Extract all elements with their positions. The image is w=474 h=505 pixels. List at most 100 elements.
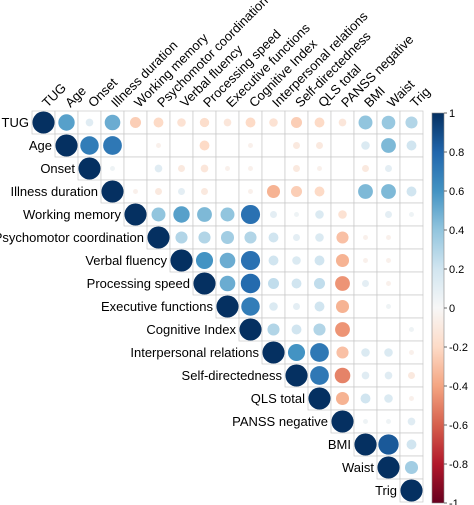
correlation-circle-9-12 (313, 323, 326, 336)
correlation-circle-2-2 (78, 157, 101, 180)
correlation-circle-2-14 (362, 165, 369, 172)
correlation-circle-5-13 (336, 231, 349, 244)
correlation-circle-0-0 (32, 111, 55, 134)
correlation-circle-3-7 (201, 188, 208, 195)
row-label-16: Trig (375, 483, 397, 498)
correlation-circle-2-7 (200, 164, 209, 173)
correlation-circle-11-12 (310, 366, 329, 385)
correlation-circle-6-13 (335, 253, 350, 268)
color-legend: -1 -0.8 -0.6 -0.4 -0.2 0 0.2 0.4 0.6 0.8 1 (431, 108, 468, 505)
correlation-circle-1-11 (293, 142, 300, 149)
row-label-2: Onset (40, 161, 75, 176)
correlation-circle-15-16 (404, 460, 419, 475)
row-label-7: Processing speed (87, 276, 190, 291)
correlation-circle-0-15 (381, 115, 396, 130)
correlation-circle-5-12 (315, 233, 324, 242)
correlation-circle-6-8 (219, 252, 236, 269)
legend-tick-label-7: 0.4 (449, 225, 464, 237)
correlation-circle-10-12 (310, 343, 329, 362)
correlation-circle-10-16 (409, 350, 414, 355)
correlation-circle-8-12 (314, 301, 325, 312)
correlation-circle-0-13 (338, 118, 347, 127)
matrix-cell (261, 156, 286, 181)
matrix-cell (261, 133, 286, 158)
row-label-10: Interpersonal relations (130, 345, 259, 360)
correlation-circle-5-10 (268, 232, 279, 243)
row-label-14: BMI (328, 437, 351, 452)
correlation-circle-13-13 (331, 410, 354, 433)
column-label-0: TUG (39, 80, 69, 110)
correlation-circle-9-11 (291, 324, 302, 335)
correlation-circle-0-7 (199, 117, 210, 128)
correlation-circle-2-8 (225, 166, 230, 171)
correlation-circle-10-10 (262, 341, 285, 364)
row-label-9: Cognitive Index (146, 322, 236, 337)
correlation-circle-3-5 (155, 188, 162, 195)
matrix-cell (330, 133, 355, 158)
correlation-circle-2-6 (178, 165, 185, 172)
correlation-circle-0-11 (290, 116, 303, 129)
correlation-circle-4-16 (409, 212, 414, 217)
correlation-circle-11-11 (285, 364, 308, 387)
row-label-11: Self-directedness (182, 368, 283, 383)
legend-tick-label-5: 0 (449, 303, 455, 315)
legend-tick-label-0: -1 (449, 498, 459, 505)
legend-tick-label-9: 0.8 (449, 147, 464, 159)
correlation-circle-3-12 (314, 186, 325, 197)
correlation-circle-3-9 (248, 189, 253, 194)
correlation-circle-1-16 (406, 140, 417, 151)
correlation-circle-10-13 (336, 346, 349, 359)
correlation-circle-0-10 (269, 118, 278, 127)
correlation-circle-7-9 (240, 273, 261, 294)
correlation-circle-14-14 (354, 433, 377, 456)
correlation-circle-7-14 (362, 280, 369, 287)
matrix-cell (399, 294, 424, 319)
matrix-cell (353, 202, 378, 227)
row-label-6: Verbal fluency (85, 253, 167, 268)
correlation-circle-12-12 (308, 387, 331, 410)
correlation-circle-4-9 (240, 204, 261, 225)
correlation-circle-7-15 (386, 281, 391, 286)
correlation-circle-3-10 (266, 184, 281, 199)
correlation-circle-2-11 (293, 165, 300, 172)
correlation-circle-5-7 (198, 231, 211, 244)
correlation-circle-9-9 (239, 318, 262, 341)
correlation-circle-3-6 (178, 188, 185, 195)
correlation-circle-5-8 (220, 230, 235, 245)
correlation-circle-13-16 (407, 417, 416, 426)
correlation-circle-12-13 (335, 391, 350, 406)
legend-tick-label-8: 0.6 (449, 186, 464, 198)
correlation-circle-8-15 (386, 304, 391, 309)
correlation-circle-11-14 (361, 371, 370, 380)
row-label-8: Executive functions (101, 299, 214, 314)
correlation-circle-6-7 (195, 251, 214, 270)
matrix-cell (215, 133, 240, 158)
correlation-circle-7-8 (219, 275, 236, 292)
color-legend-bar (431, 112, 445, 504)
matrix-cell (169, 133, 194, 158)
correlation-circle-8-8 (216, 295, 239, 318)
correlation-circle-3-4 (133, 189, 138, 194)
correlation-circle-0-9 (245, 117, 256, 128)
correlation-circle-6-12 (314, 255, 325, 266)
matrix-cell (330, 179, 355, 204)
correlation-circle-2-5 (154, 164, 163, 173)
correlation-circle-5-15 (386, 235, 391, 240)
column-label-1: Age (62, 83, 89, 110)
correlation-circle-11-13 (334, 367, 351, 384)
correlation-circle-6-15 (386, 258, 391, 263)
row-label-4: Working memory (23, 207, 122, 222)
correlation-circle-6-11 (292, 256, 301, 265)
correlation-circle-1-1 (55, 134, 78, 157)
row-label-3: Illness duration (11, 184, 98, 199)
correlation-circle-8-10 (269, 302, 278, 311)
matrix-cell (399, 248, 424, 273)
row-label-0: TUG (2, 115, 29, 130)
correlation-circle-7-10 (267, 277, 280, 290)
row-label-15: Waist (342, 460, 374, 475)
correlation-circle-9-16 (409, 327, 414, 332)
correlation-circles (32, 111, 423, 502)
correlation-circle-6-14 (363, 258, 368, 263)
